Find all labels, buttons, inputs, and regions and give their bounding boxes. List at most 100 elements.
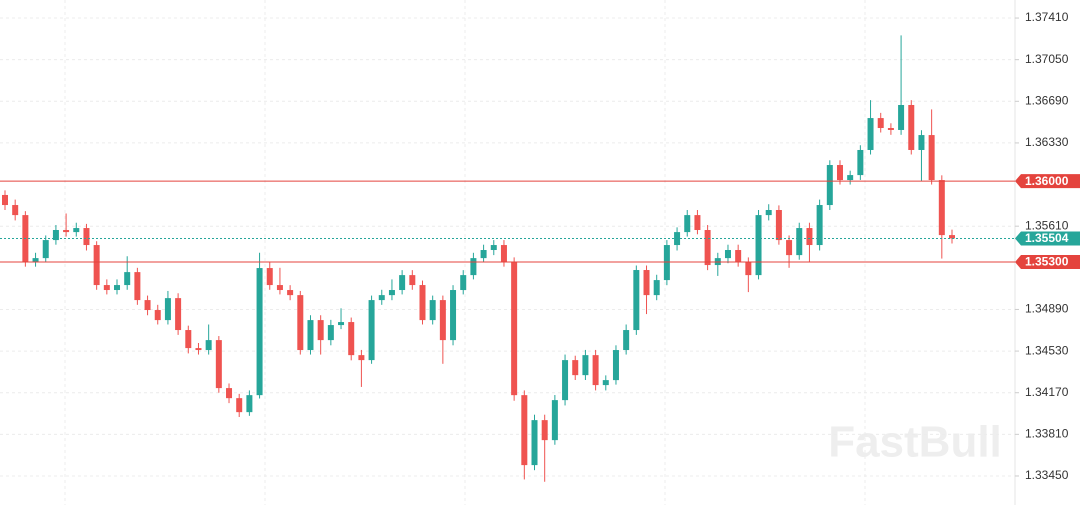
price-tag [1015,174,1080,189]
candle-body [786,240,793,256]
candle-body [266,268,273,286]
candle-body [205,340,212,351]
candle-body [918,135,925,150]
candle-body [949,235,955,239]
candle-body [185,330,192,349]
y-tick-label: 1.33450 [1025,468,1069,482]
candle-body [847,175,854,181]
candle-body [765,210,772,216]
y-tick-label: 1.36330 [1025,135,1069,149]
candle-body [83,228,90,246]
candle-body [755,215,762,276]
candle-body [134,272,141,301]
y-tick-label: 1.37410 [1025,10,1069,24]
candle-body [928,135,935,181]
candle-body [745,262,752,276]
candle-body [460,275,467,291]
candle-body [52,230,59,241]
y-tick-label: 1.34170 [1025,385,1069,399]
candle-body [439,300,446,341]
candle-body [246,395,253,413]
candle-body [154,310,161,321]
candle-body [898,105,905,130]
candle-body [704,230,711,266]
candle-body [226,388,233,399]
price-tag [1015,255,1080,270]
candle-body [826,165,833,206]
candle-body [93,245,100,286]
candle-body [816,205,823,246]
candle-body [724,250,731,259]
candle-body [806,228,813,246]
candle-body [378,295,385,301]
candle-body [663,245,670,281]
candle-body [500,245,507,263]
candle-body [317,320,324,341]
candle-body [73,228,80,233]
candle-body [409,275,416,286]
candle-body [42,240,49,259]
candle-body [450,290,457,341]
candle-body [796,228,803,256]
candle-body [623,330,630,351]
y-tick-label: 1.36690 [1025,93,1069,107]
y-tick-label: 1.33810 [1025,427,1069,441]
candle-body [399,275,406,291]
candle-body [887,128,894,130]
candle-body [327,325,334,341]
price-tag [1015,231,1080,246]
candle-body [511,262,518,396]
candle-body [521,395,528,466]
candle-body [694,215,701,231]
price-tag-label: 1.35300 [1025,255,1069,269]
candle-body [297,295,304,351]
candle-body [215,340,222,389]
y-tick-label: 1.34530 [1025,343,1069,357]
candle-body [144,300,151,311]
candle-body [908,105,915,150]
candle-body [684,215,691,233]
candle-body [531,420,538,466]
candle-body [470,258,477,276]
price-tag-label: 1.36000 [1025,174,1069,188]
candle-body [12,205,19,216]
candle-body [602,380,609,386]
candle-body [175,298,182,331]
candle-body [775,210,782,241]
candle-body [541,420,548,441]
y-tick-label: 1.34890 [1025,302,1069,316]
candle-body [63,230,70,233]
candle-body [612,350,619,381]
candle-body [633,270,640,331]
candle-body [287,290,294,296]
candle-body [867,118,874,150]
y-tick-label: 1.35610 [1025,218,1069,232]
candle-body [32,258,39,263]
price-tag-label: 1.35504 [1025,231,1069,245]
candle-body [551,400,558,441]
candle-body [388,290,395,296]
candle-body [643,270,650,296]
candle-body [338,322,345,326]
candle-body [164,298,171,321]
candle-body [368,300,375,361]
candle-body [114,285,121,291]
candle-body [103,285,110,291]
candle-body [572,360,579,376]
candle-body [938,180,945,236]
candle-body [562,360,569,401]
candle-body [195,348,202,351]
watermark: FastBull [828,418,1002,467]
candle-body [735,250,742,263]
candle-body [236,398,243,413]
candle-body [348,322,355,356]
candle-body [358,355,365,361]
candle-body [857,149,864,176]
candle-body [490,245,497,251]
candle-body [592,355,599,386]
candle-body [582,355,589,376]
y-tick-label: 1.37050 [1025,52,1069,66]
candle-body [836,165,843,181]
